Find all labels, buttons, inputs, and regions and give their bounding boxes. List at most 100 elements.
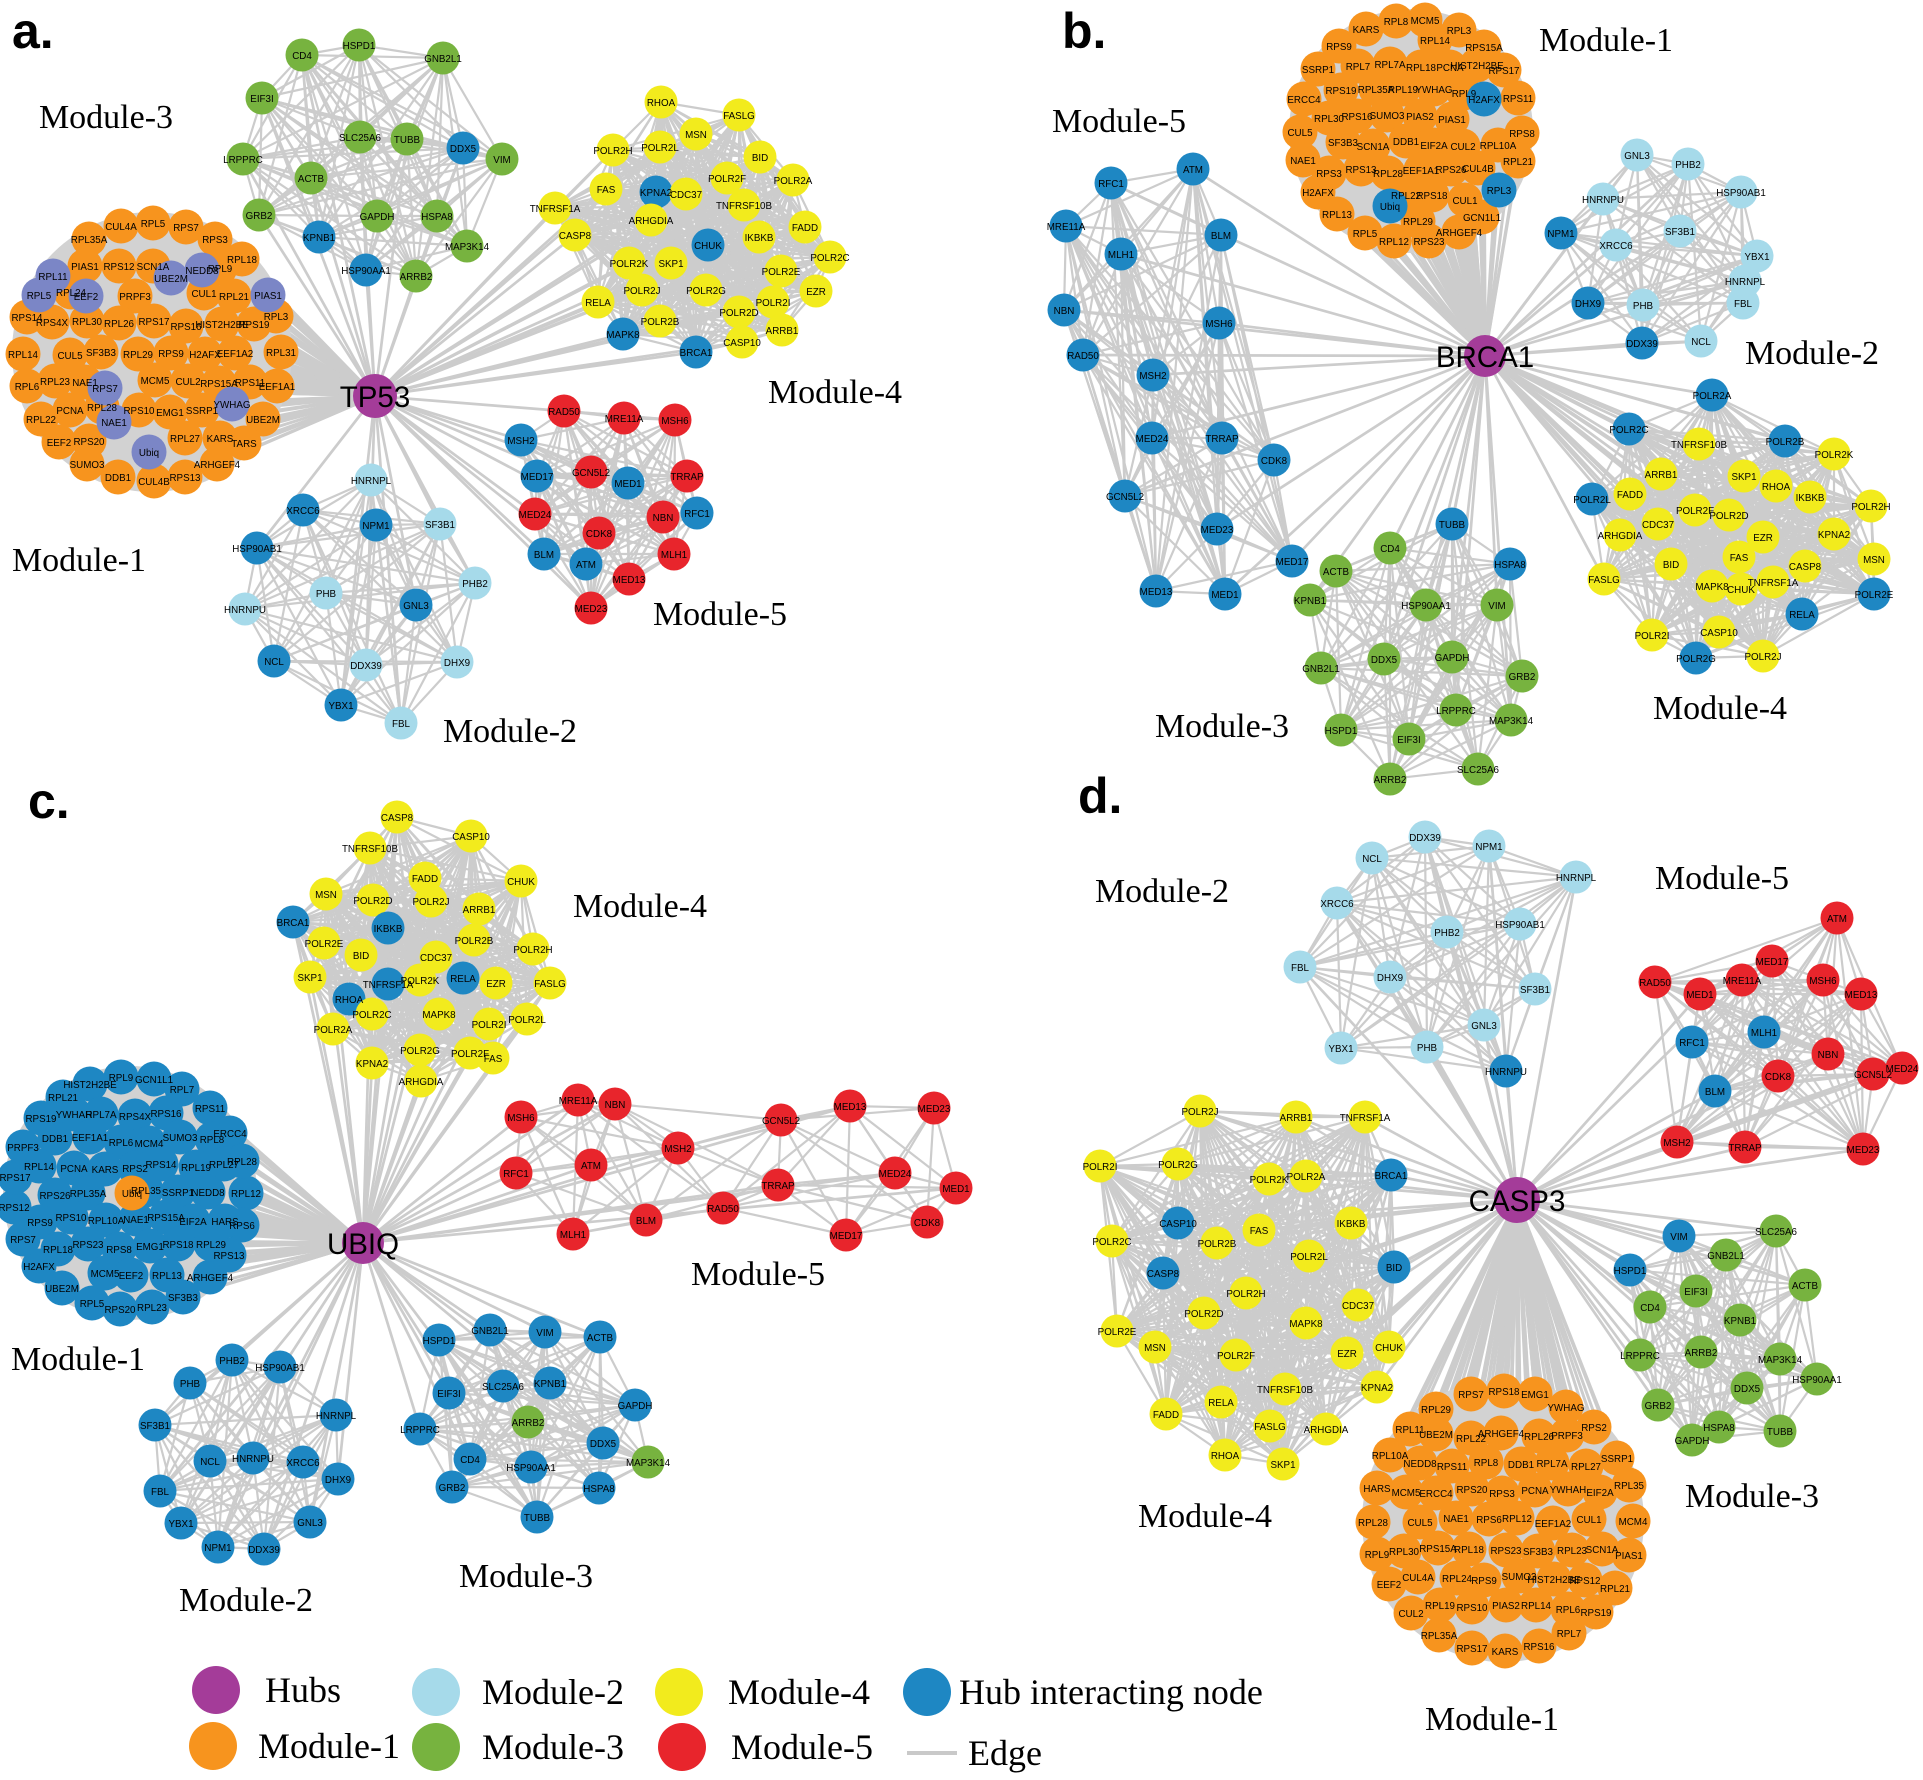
svg-text:MSH6: MSH6 bbox=[507, 1113, 535, 1124]
svg-text:NPM1: NPM1 bbox=[1475, 842, 1502, 853]
svg-text:HNRNPU: HNRNPU bbox=[224, 605, 266, 616]
svg-text:RPL3: RPL3 bbox=[264, 312, 289, 323]
svg-text:DDB1: DDB1 bbox=[42, 1134, 68, 1145]
svg-text:RPL24: RPL24 bbox=[1442, 1574, 1473, 1585]
svg-text:POLR2C: POLR2C bbox=[1092, 1237, 1131, 1248]
svg-text:NBN: NBN bbox=[1818, 1050, 1839, 1061]
svg-text:MSH6: MSH6 bbox=[1809, 976, 1837, 987]
svg-text:RPS9: RPS9 bbox=[27, 1218, 53, 1229]
svg-text:POLR2G: POLR2G bbox=[686, 286, 726, 297]
svg-text:RELA: RELA bbox=[585, 298, 611, 309]
svg-text:HSP90AB1: HSP90AB1 bbox=[232, 544, 282, 555]
svg-text:Module-3: Module-3 bbox=[39, 99, 173, 136]
svg-text:MAP3K14: MAP3K14 bbox=[1489, 716, 1534, 727]
svg-text:GNB2L1: GNB2L1 bbox=[471, 1326, 509, 1337]
svg-text:RPL30: RPL30 bbox=[1314, 114, 1345, 125]
svg-text:PIAS1: PIAS1 bbox=[1615, 1551, 1643, 1562]
svg-text:NBN: NBN bbox=[653, 513, 674, 524]
svg-text:FADD: FADD bbox=[1617, 490, 1643, 501]
svg-text:POLR2K: POLR2K bbox=[610, 259, 649, 270]
svg-text:ARRB1: ARRB1 bbox=[1645, 470, 1678, 481]
svg-text:RPS13: RPS13 bbox=[213, 1251, 245, 1262]
svg-text:DDB1: DDB1 bbox=[105, 473, 131, 484]
svg-text:HNRNPL: HNRNPL bbox=[351, 476, 392, 487]
svg-text:RPL12: RPL12 bbox=[1502, 1514, 1532, 1525]
svg-text:RPL22: RPL22 bbox=[26, 415, 56, 426]
svg-text:MED24: MED24 bbox=[879, 1169, 912, 1180]
svg-text:DHX9: DHX9 bbox=[1575, 299, 1601, 310]
svg-text:PHB: PHB bbox=[1633, 301, 1654, 312]
svg-text:DHX9: DHX9 bbox=[444, 658, 470, 669]
svg-text:CASP10: CASP10 bbox=[1159, 1219, 1197, 1230]
svg-text:RELA: RELA bbox=[450, 974, 476, 985]
svg-text:RPS12: RPS12 bbox=[103, 262, 134, 273]
svg-text:ARHGEF4: ARHGEF4 bbox=[187, 1273, 234, 1284]
svg-text:POLR2L: POLR2L bbox=[1573, 495, 1611, 506]
svg-text:KPNB1: KPNB1 bbox=[1294, 596, 1326, 607]
svg-text:RPL29: RPL29 bbox=[1403, 217, 1433, 228]
svg-text:GNB2L1: GNB2L1 bbox=[1707, 1251, 1745, 1262]
svg-text:MED1: MED1 bbox=[1211, 590, 1238, 601]
svg-text:SF3B1: SF3B1 bbox=[425, 520, 455, 531]
svg-text:BID: BID bbox=[752, 153, 768, 164]
svg-text:RPL27: RPL27 bbox=[170, 434, 200, 445]
svg-text:MSH6: MSH6 bbox=[1205, 319, 1233, 330]
svg-text:EEF1A1: EEF1A1 bbox=[259, 382, 296, 393]
svg-text:ARRB1: ARRB1 bbox=[1280, 1113, 1313, 1124]
svg-text:Module-5: Module-5 bbox=[1052, 103, 1186, 140]
svg-text:RPL28: RPL28 bbox=[1358, 1518, 1389, 1529]
svg-text:Module-5: Module-5 bbox=[731, 1727, 873, 1767]
svg-text:RPL29: RPL29 bbox=[196, 1240, 226, 1251]
svg-text:MCM4: MCM4 bbox=[1619, 1517, 1648, 1528]
svg-text:MED17: MED17 bbox=[1756, 957, 1789, 968]
svg-text:MRE11A: MRE11A bbox=[605, 414, 644, 425]
svg-text:HSP90AB1: HSP90AB1 bbox=[1495, 920, 1545, 931]
svg-text:Module-4: Module-4 bbox=[573, 888, 707, 925]
svg-text:CASP10: CASP10 bbox=[452, 832, 490, 843]
svg-text:POLR2J: POLR2J bbox=[623, 286, 660, 297]
svg-text:RPL21: RPL21 bbox=[1503, 157, 1533, 168]
svg-text:MED23: MED23 bbox=[575, 604, 608, 615]
svg-text:MSN: MSN bbox=[315, 890, 337, 901]
svg-text:POLR2D: POLR2D bbox=[719, 308, 758, 319]
svg-text:RPL18: RPL18 bbox=[1454, 1545, 1485, 1556]
svg-text:SF3B1: SF3B1 bbox=[1665, 227, 1695, 238]
svg-text:FBL: FBL bbox=[1734, 299, 1753, 310]
svg-text:UBE2M: UBE2M bbox=[246, 415, 280, 426]
svg-text:Module-5: Module-5 bbox=[653, 596, 787, 633]
svg-text:RAD50: RAD50 bbox=[548, 407, 580, 418]
svg-text:CUL4A: CUL4A bbox=[1402, 1573, 1434, 1584]
svg-text:ARHGEF4: ARHGEF4 bbox=[1478, 1429, 1525, 1440]
svg-text:RPS15A: RPS15A bbox=[1465, 43, 1503, 54]
svg-text:FBL: FBL bbox=[392, 719, 411, 730]
svg-text:Module-2: Module-2 bbox=[179, 1582, 313, 1619]
svg-text:RPS2: RPS2 bbox=[1581, 1423, 1607, 1434]
svg-text:MSN: MSN bbox=[1144, 1343, 1166, 1354]
svg-text:HNRNPU: HNRNPU bbox=[1582, 195, 1624, 206]
svg-text:SKP1: SKP1 bbox=[297, 973, 322, 984]
svg-text:MED13: MED13 bbox=[1140, 587, 1173, 598]
svg-text:NBN: NBN bbox=[605, 1100, 626, 1111]
svg-text:POLR2E: POLR2E bbox=[1855, 590, 1894, 601]
svg-text:EZR: EZR bbox=[1753, 533, 1773, 544]
svg-text:SUMO3: SUMO3 bbox=[1370, 111, 1405, 122]
svg-text:CUL4A: CUL4A bbox=[105, 222, 137, 233]
svg-text:EZR: EZR bbox=[1337, 1349, 1357, 1360]
svg-text:SF3B3: SF3B3 bbox=[86, 348, 117, 359]
svg-text:PIAS2: PIAS2 bbox=[1492, 1601, 1520, 1612]
svg-text:POLR2G: POLR2G bbox=[1158, 1160, 1198, 1171]
svg-text:PHB2: PHB2 bbox=[1675, 160, 1701, 171]
svg-text:GCN5L2: GCN5L2 bbox=[572, 468, 610, 479]
svg-text:MRE11A: MRE11A bbox=[1047, 222, 1086, 233]
svg-text:ACTB: ACTB bbox=[1323, 567, 1350, 578]
svg-text:MED17: MED17 bbox=[521, 472, 554, 483]
svg-text:RPL14: RPL14 bbox=[24, 1162, 55, 1173]
svg-text:YWHAG: YWHAG bbox=[213, 400, 250, 411]
svg-text:RPL19: RPL19 bbox=[181, 1163, 211, 1174]
svg-text:PIAS1: PIAS1 bbox=[1438, 115, 1466, 126]
svg-text:RPS14: RPS14 bbox=[11, 313, 43, 324]
svg-text:RPS26: RPS26 bbox=[39, 1191, 71, 1202]
svg-text:RHOA: RHOA bbox=[1211, 1451, 1240, 1462]
svg-text:TARS: TARS bbox=[231, 439, 257, 450]
svg-text:POLR2J: POLR2J bbox=[1181, 1107, 1218, 1118]
